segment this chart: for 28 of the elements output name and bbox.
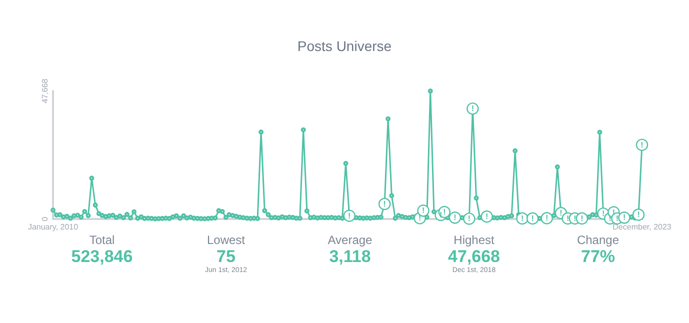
annotation: ! bbox=[574, 214, 576, 223]
annotation: ! bbox=[622, 213, 626, 222]
text: Total 523,846 bbox=[70, 233, 134, 267]
annotation: ! bbox=[546, 214, 548, 223]
annotation: ! bbox=[580, 214, 584, 223]
annotation: ! bbox=[640, 140, 644, 150]
x-tick-label: December, 2023 bbox=[612, 222, 672, 232]
chart-title: Posts Universe bbox=[297, 38, 392, 54]
annotation: ! bbox=[531, 214, 534, 223]
annotation: ! bbox=[637, 210, 640, 220]
annotation: ! bbox=[471, 104, 474, 114]
y-tick-label: 0 bbox=[40, 216, 50, 222]
annotation: ! bbox=[454, 213, 456, 222]
annotation: ! bbox=[616, 214, 619, 223]
annotation: ! bbox=[383, 199, 386, 208]
annotation: ! bbox=[422, 206, 425, 216]
annotation: ! bbox=[468, 214, 471, 224]
y-tick-label: 47,668 bbox=[40, 78, 50, 104]
annotation: ! bbox=[443, 208, 446, 217]
annotation: ! bbox=[560, 208, 562, 218]
text: Average 3,118 bbox=[326, 233, 374, 267]
annotation: ! bbox=[520, 214, 524, 223]
annotation: ! bbox=[485, 212, 488, 222]
annotation: ! bbox=[348, 211, 351, 220]
x-tick-label: January, 2010 bbox=[28, 222, 79, 232]
annotation: ! bbox=[602, 209, 605, 218]
annotation: ! bbox=[566, 214, 570, 223]
text: Change 77% bbox=[576, 233, 620, 267]
